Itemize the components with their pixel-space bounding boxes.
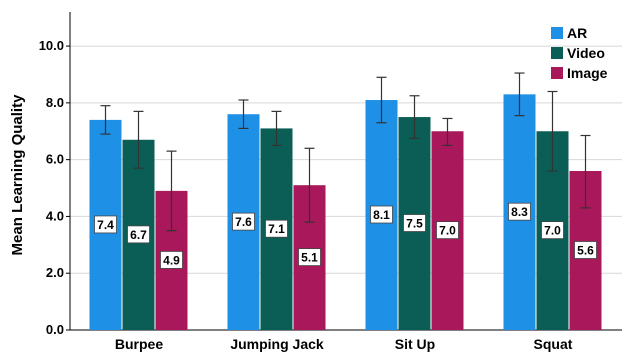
legend-label: AR <box>567 25 587 41</box>
y-tick-label: 0.0 <box>46 322 64 337</box>
y-axis-label: Mean Learning Quality <box>9 94 26 256</box>
data-label-text: 7.5 <box>406 217 423 231</box>
legend: AR Video Image <box>551 25 608 81</box>
data-label-text: 7.4 <box>97 218 114 232</box>
data-labels: 7.4 6.7 4.9 7.6 7.1 5.1 8.1 7.5 7.0 8.3 7.0 5.6 <box>94 202 597 269</box>
data-label-text: 7.1 <box>268 222 285 236</box>
legend-swatch <box>551 27 563 39</box>
data-label-box <box>508 202 531 221</box>
data-label: 8.3 <box>508 202 531 221</box>
y-tick-label: 4.0 <box>46 208 64 223</box>
y-tick-label: 6.0 <box>46 152 64 167</box>
data-label-box <box>265 219 288 238</box>
data-label: 5.6 <box>574 241 597 259</box>
x-tick-label: Sit Up <box>395 336 435 352</box>
data-label-text: 4.9 <box>163 253 180 267</box>
y-tick-label: 2.0 <box>46 265 64 280</box>
data-label-text: 6.7 <box>130 228 147 242</box>
data-label: 4.9 <box>160 251 183 269</box>
legend-label: Image <box>567 65 608 81</box>
data-label: 7.4 <box>94 215 117 234</box>
x-tick-label: Burpee <box>115 336 163 352</box>
data-label-text: 7.0 <box>439 224 456 238</box>
data-label-box <box>436 221 459 240</box>
y-tick-label: 8.0 <box>46 95 64 110</box>
data-label: 6.7 <box>127 225 150 244</box>
data-label-text: 8.1 <box>373 208 390 222</box>
data-label-box <box>298 248 321 266</box>
data-label: 8.1 <box>370 205 393 224</box>
data-label-text: 7.6 <box>235 215 252 229</box>
data-label-box <box>232 212 255 231</box>
data-label: 7.6 <box>232 212 255 231</box>
data-label-box <box>403 214 426 232</box>
data-label-box <box>127 225 150 244</box>
data-label-text: 5.1 <box>301 251 318 265</box>
data-label-box <box>574 241 597 259</box>
legend-swatch <box>551 67 563 79</box>
x-tick-label: Jumping Jack <box>230 336 324 352</box>
data-label-text: 8.3 <box>511 205 528 219</box>
data-label: 7.0 <box>541 221 564 240</box>
legend-label: Video <box>567 45 605 61</box>
legend-swatch <box>551 47 563 59</box>
data-label-text: 5.6 <box>577 244 594 258</box>
data-label: 7.1 <box>265 219 288 238</box>
data-label-box <box>370 205 393 224</box>
data-label: 5.1 <box>298 248 321 266</box>
data-label-box <box>541 221 564 240</box>
x-tick-label: Squat <box>534 336 573 352</box>
data-label: 7.5 <box>403 214 426 232</box>
data-label-text: 7.0 <box>544 224 561 238</box>
data-label: 7.0 <box>436 221 459 240</box>
y-tick-label: 10.0 <box>39 38 64 53</box>
data-label-box <box>94 215 117 234</box>
error-bars <box>100 72 591 232</box>
data-label-box <box>160 251 183 269</box>
